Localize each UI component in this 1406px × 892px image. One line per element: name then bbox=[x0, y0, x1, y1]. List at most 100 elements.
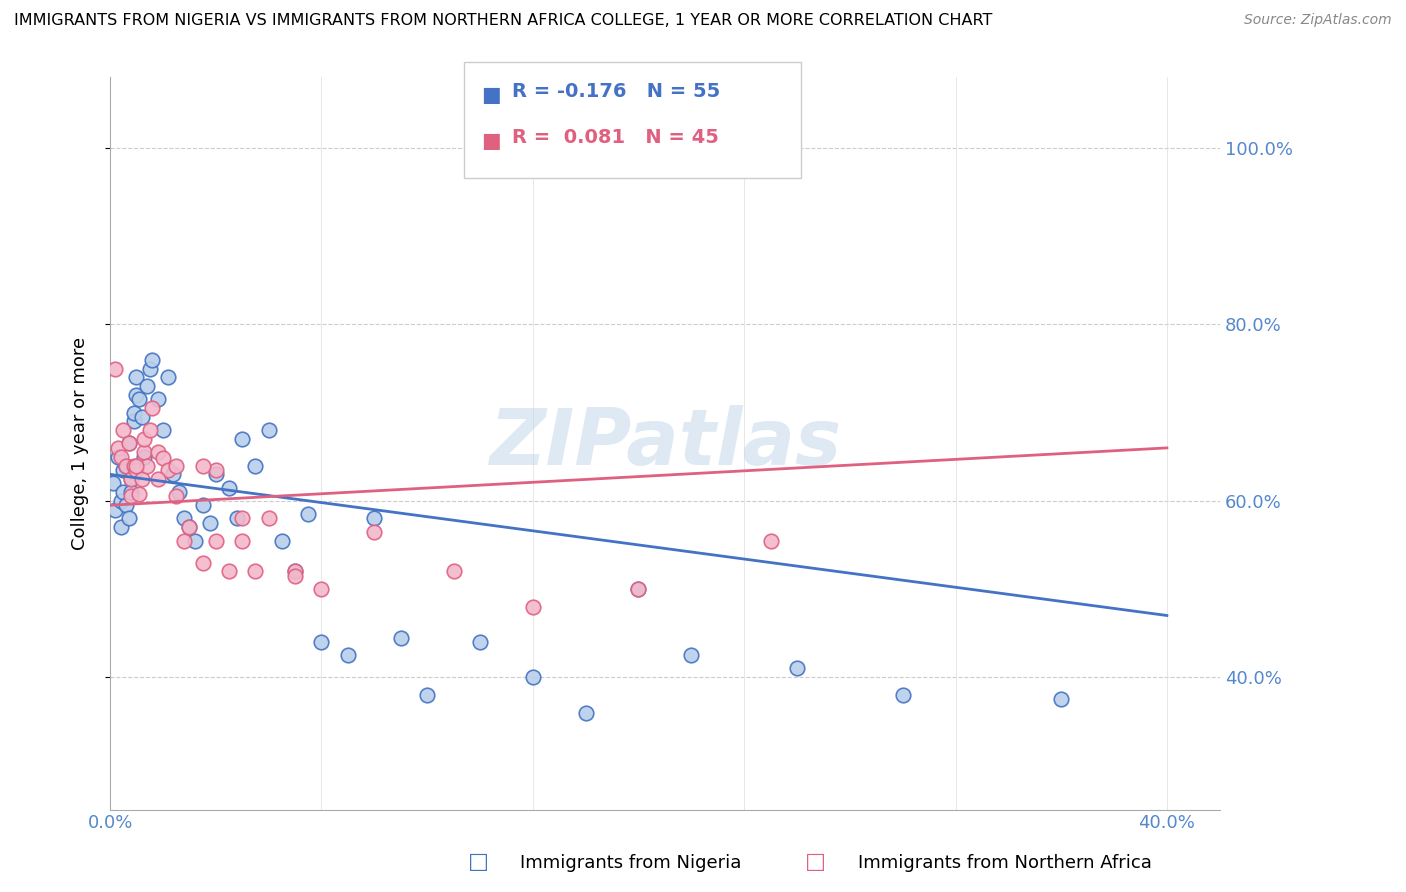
Point bbox=[179, 520, 201, 534]
Point bbox=[128, 392, 150, 407]
Point bbox=[245, 458, 267, 473]
Point bbox=[128, 487, 150, 501]
Text: □: □ bbox=[806, 853, 825, 872]
Point bbox=[218, 481, 240, 495]
Point bbox=[681, 648, 703, 663]
Point bbox=[257, 511, 280, 525]
Point bbox=[183, 533, 205, 548]
Point bbox=[112, 463, 135, 477]
Text: R =  0.081   N = 45: R = 0.081 N = 45 bbox=[512, 128, 718, 147]
Point bbox=[146, 392, 169, 407]
Point bbox=[110, 520, 132, 534]
Point bbox=[157, 370, 180, 384]
Point bbox=[112, 485, 135, 500]
Point bbox=[336, 648, 359, 663]
Point bbox=[117, 436, 139, 450]
Point bbox=[173, 511, 195, 525]
Point bbox=[167, 485, 190, 500]
Point bbox=[204, 533, 226, 548]
Text: Immigrants from Nigeria: Immigrants from Nigeria bbox=[520, 855, 741, 872]
Point bbox=[311, 635, 333, 649]
Text: Immigrants from Northern Africa: Immigrants from Northern Africa bbox=[858, 855, 1152, 872]
Point bbox=[125, 463, 148, 477]
Point bbox=[104, 502, 127, 516]
Point bbox=[131, 410, 153, 425]
Point bbox=[363, 511, 385, 525]
Point bbox=[204, 467, 226, 482]
Point bbox=[146, 445, 169, 459]
Point bbox=[311, 582, 333, 596]
Point bbox=[218, 565, 240, 579]
Point bbox=[575, 706, 598, 720]
Point bbox=[120, 472, 142, 486]
Point bbox=[152, 451, 174, 466]
Point bbox=[141, 401, 163, 416]
Point bbox=[157, 463, 180, 477]
Text: ZIPatlas: ZIPatlas bbox=[489, 406, 841, 482]
Text: IMMIGRANTS FROM NIGERIA VS IMMIGRANTS FROM NORTHERN AFRICA COLLEGE, 1 YEAR OR MO: IMMIGRANTS FROM NIGERIA VS IMMIGRANTS FR… bbox=[14, 13, 993, 29]
Point bbox=[122, 458, 145, 473]
Point bbox=[134, 450, 156, 464]
Text: □: □ bbox=[468, 853, 488, 872]
Point bbox=[101, 476, 124, 491]
Text: ■: ■ bbox=[481, 131, 501, 151]
Point bbox=[107, 450, 129, 464]
Point bbox=[146, 472, 169, 486]
Point bbox=[416, 688, 439, 702]
Point bbox=[389, 631, 412, 645]
Point bbox=[204, 463, 226, 477]
Point bbox=[141, 352, 163, 367]
Point bbox=[225, 511, 247, 525]
Point bbox=[120, 490, 142, 504]
Point bbox=[759, 533, 782, 548]
Point bbox=[122, 414, 145, 428]
Point bbox=[120, 472, 142, 486]
Point bbox=[125, 388, 148, 402]
Point bbox=[134, 432, 156, 446]
Point bbox=[115, 498, 138, 512]
Point bbox=[522, 670, 544, 684]
Point bbox=[297, 507, 319, 521]
Point bbox=[120, 485, 142, 500]
Point bbox=[115, 458, 138, 473]
Point bbox=[443, 565, 465, 579]
Point bbox=[468, 635, 491, 649]
Point bbox=[522, 599, 544, 614]
Point bbox=[891, 688, 914, 702]
Point bbox=[136, 458, 159, 473]
Point bbox=[191, 498, 214, 512]
Point bbox=[191, 556, 214, 570]
Point bbox=[115, 458, 138, 473]
Text: Source: ZipAtlas.com: Source: ZipAtlas.com bbox=[1244, 13, 1392, 28]
Point bbox=[627, 582, 650, 596]
Point bbox=[200, 516, 222, 530]
Point bbox=[1050, 692, 1073, 706]
Point bbox=[270, 533, 292, 548]
Point bbox=[231, 533, 253, 548]
Point bbox=[131, 472, 153, 486]
Point bbox=[110, 450, 132, 464]
Text: ■: ■ bbox=[481, 85, 501, 104]
Point bbox=[173, 533, 195, 548]
Point bbox=[363, 524, 385, 539]
Point bbox=[231, 432, 253, 446]
Point bbox=[191, 458, 214, 473]
Point bbox=[231, 511, 253, 525]
Point bbox=[138, 361, 160, 376]
Point bbox=[284, 569, 307, 583]
Point bbox=[134, 445, 156, 459]
Point bbox=[257, 423, 280, 437]
Point bbox=[104, 361, 127, 376]
Point bbox=[152, 423, 174, 437]
Point bbox=[117, 436, 139, 450]
Point bbox=[122, 406, 145, 420]
Point bbox=[107, 441, 129, 455]
Point bbox=[165, 458, 187, 473]
Point bbox=[125, 458, 148, 473]
Point bbox=[245, 565, 267, 579]
Text: R = -0.176   N = 55: R = -0.176 N = 55 bbox=[512, 82, 720, 101]
Point bbox=[786, 661, 808, 675]
Point bbox=[165, 490, 187, 504]
Point bbox=[112, 423, 135, 437]
Point bbox=[117, 511, 139, 525]
